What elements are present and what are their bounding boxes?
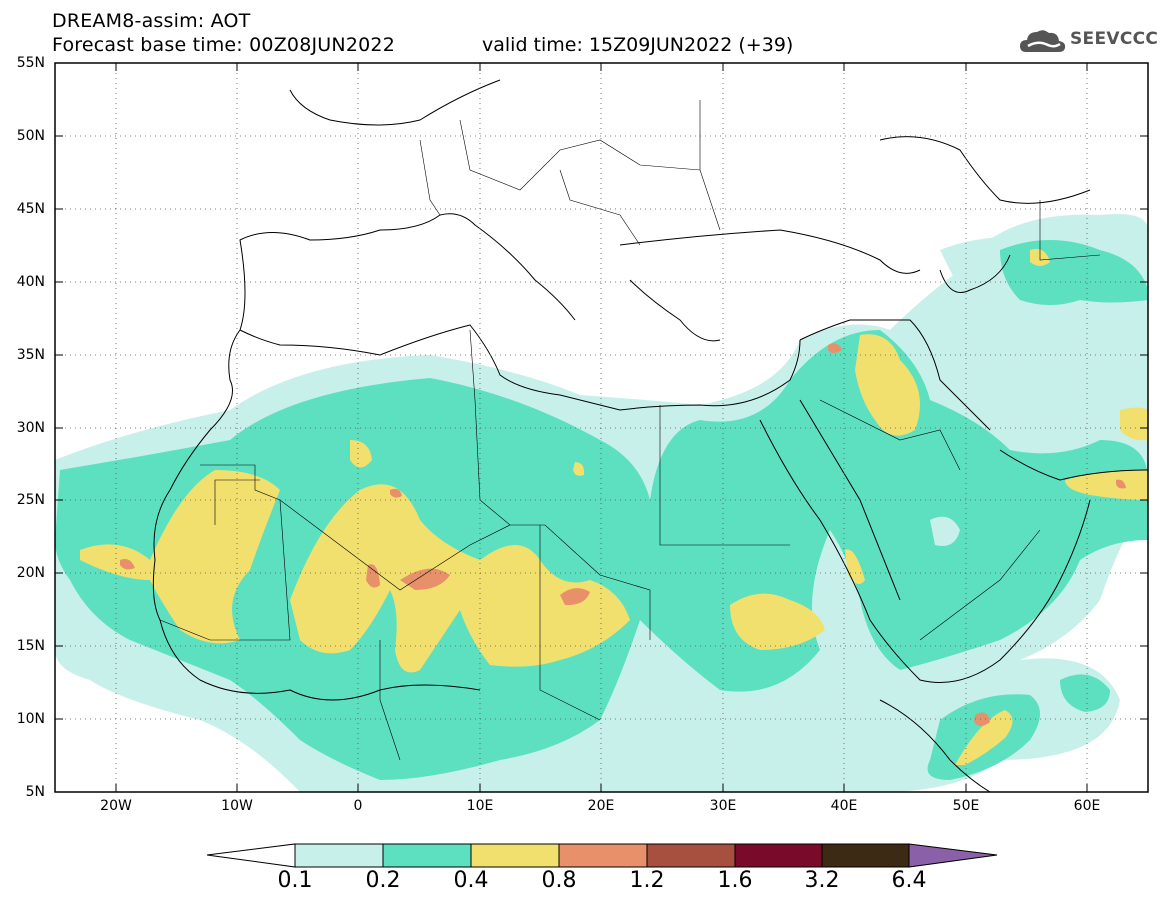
colorbar-over-arrow <box>908 843 998 868</box>
lat-label: 20N <box>16 565 45 581</box>
colorbar-label: 0.1 <box>277 868 313 893</box>
lat-label: 30N <box>16 420 45 436</box>
map-title: DREAM8-assim: AOT <box>52 10 251 32</box>
lat-label: 10N <box>16 711 45 727</box>
lon-label: 60E <box>1073 798 1101 814</box>
lat-label: 40N <box>16 274 45 290</box>
lat-label: 35N <box>16 347 45 363</box>
lon-label: 50E <box>952 798 980 814</box>
map-frame <box>54 62 1149 793</box>
colorbar-swatch <box>821 843 910 868</box>
lon-label: 10E <box>466 798 494 814</box>
lat-label: 25N <box>16 492 45 508</box>
lat-label: 55N <box>16 55 45 71</box>
borders <box>159 100 1101 761</box>
lon-label: 20W <box>100 798 132 814</box>
colorbar-label: 3.2 <box>804 868 840 893</box>
valid-time: valid time: 15Z09JUN2022 (+39) <box>482 34 794 56</box>
colorbar-label: 6.4 <box>891 868 927 893</box>
colorbar-swatch <box>646 843 736 868</box>
aot-map <box>54 62 1149 793</box>
aot-level-0.4 <box>80 248 1148 765</box>
cloud-icon <box>1020 30 1066 52</box>
lat-label: 5N <box>25 784 45 800</box>
colorbar-swatch <box>558 843 648 868</box>
colorbar-swatch <box>470 843 560 868</box>
aot-field <box>55 214 1148 792</box>
colorbar-swatch <box>734 843 823 868</box>
aot-level-0.8 <box>120 343 1126 726</box>
lon-label: 10W <box>221 798 253 814</box>
colorbar <box>206 843 998 868</box>
colorbar-label: 0.4 <box>453 868 489 893</box>
lon-label: 0 <box>353 798 363 814</box>
colorbar-swatch <box>294 843 384 868</box>
logo-text: SEEVCCC <box>1070 29 1159 49</box>
colorbar-label: 0.8 <box>541 868 577 893</box>
lat-label: 45N <box>16 201 45 217</box>
axis-ticks <box>55 62 1148 793</box>
colorbar-under-arrow <box>206 843 296 868</box>
colorbar-label: 1.6 <box>717 868 753 893</box>
lon-label: 30E <box>709 798 737 814</box>
forecast-base-time: Forecast base time: 00Z08JUN2022 <box>52 34 395 56</box>
lat-label: 50N <box>16 128 45 144</box>
colorbar-label: 1.2 <box>629 868 665 893</box>
colorbar-label: 0.2 <box>365 868 401 893</box>
colorbar-swatch <box>382 843 472 868</box>
graticule <box>55 63 1148 792</box>
seevccc-logo: SEEVCCC <box>1018 24 1158 58</box>
lat-label: 15N <box>16 638 45 654</box>
lon-label: 20E <box>587 798 615 814</box>
lon-label: 40E <box>830 798 858 814</box>
